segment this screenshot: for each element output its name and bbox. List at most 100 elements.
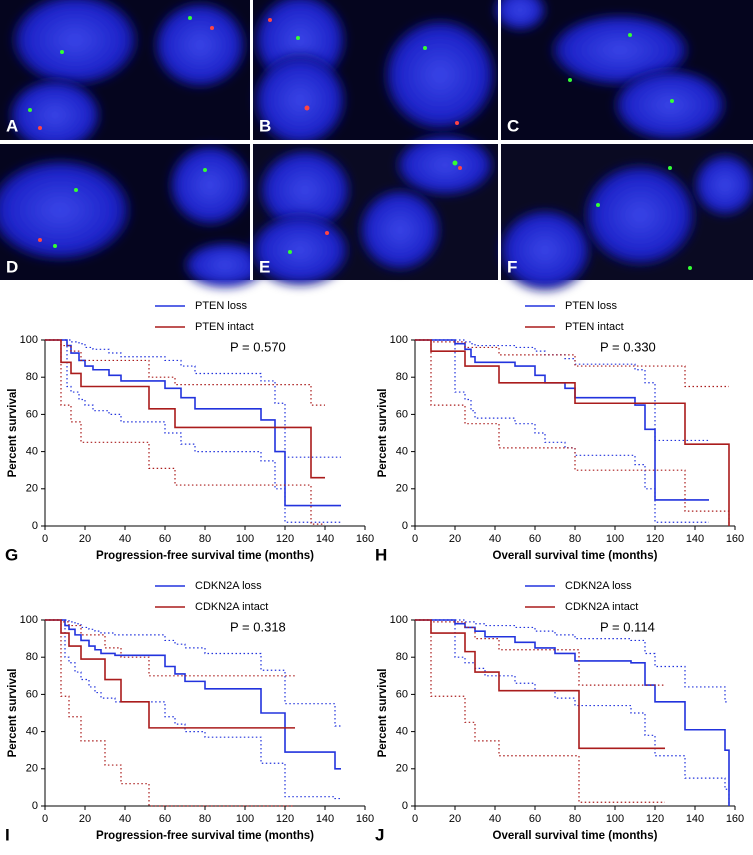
x-tick-label: 60 (159, 533, 171, 545)
y-tick-label: 20 (396, 483, 408, 495)
survival-line (45, 619, 341, 770)
x-tick-label: 100 (236, 813, 254, 825)
y-tick-label: 40 (26, 446, 38, 458)
legend-label: PTEN loss (565, 300, 617, 312)
image-d: D (0, 144, 265, 287)
survival-line (415, 619, 665, 750)
x-tick-label: 160 (356, 813, 374, 825)
x-tick-label: 80 (199, 813, 211, 825)
x-tick-label: 160 (726, 533, 744, 545)
y-tick-label: 100 (390, 614, 408, 626)
y-tick-label: 20 (26, 763, 38, 775)
legend-label: CDKN2A loss (565, 580, 632, 592)
annotation: P = 0.330 (600, 339, 656, 354)
y-axis-label: Percent survival (377, 389, 389, 478)
image-label: D (6, 257, 18, 276)
confidence-band (415, 339, 709, 523)
legend-label: CDKN2A intact (565, 601, 638, 613)
confidence-band (415, 339, 709, 442)
confidence-band (415, 339, 729, 388)
y-tick-label: 0 (32, 520, 38, 532)
y-tick-label: 60 (396, 408, 408, 420)
confidence-band (45, 619, 295, 677)
x-tick-label: 40 (489, 813, 501, 825)
panel-label: H (375, 545, 387, 564)
x-tick-label: 80 (199, 533, 211, 545)
image-f: F (500, 144, 753, 290)
annotation: P = 0.114 (600, 619, 655, 634)
annotation: P = 0.570 (230, 339, 286, 354)
y-axis-label: Percent survival (377, 669, 389, 758)
confidence-band (415, 339, 730, 526)
x-tick-label: 20 (449, 813, 461, 825)
legend-label: PTEN loss (195, 300, 247, 312)
survival-line (415, 339, 730, 526)
x-axis-label: Progression-free survival time (months) (96, 550, 314, 562)
micrographs: A B C D E F (0, 0, 753, 290)
y-tick-label: 0 (402, 800, 408, 812)
image-label: B (259, 116, 271, 135)
y-tick-label: 0 (32, 800, 38, 812)
x-tick-label: 40 (119, 813, 131, 825)
x-tick-label: 160 (356, 533, 374, 545)
y-tick-label: 80 (396, 371, 408, 383)
confidence-band (415, 619, 730, 806)
x-tick-label: 140 (686, 813, 704, 825)
panel-label: J (375, 825, 384, 844)
y-tick-label: 80 (26, 651, 38, 663)
x-tick-label: 40 (119, 533, 131, 545)
y-tick-label: 60 (396, 688, 408, 700)
x-tick-label: 100 (606, 813, 624, 825)
panel-label: G (5, 545, 18, 564)
survival-line (415, 619, 730, 806)
y-tick-label: 60 (26, 688, 38, 700)
image-e: E (252, 135, 498, 285)
x-axis-label: Overall survival time (months) (493, 550, 658, 562)
y-tick-label: 100 (390, 334, 408, 346)
annotation: P = 0.318 (230, 619, 286, 634)
x-tick-label: 140 (686, 533, 704, 545)
x-tick-label: 120 (646, 533, 664, 545)
survival-line (45, 339, 325, 479)
image-label: F (507, 257, 517, 276)
y-tick-label: 60 (26, 408, 38, 420)
x-axis-label: Progression-free survival time (months) (96, 830, 314, 842)
x-tick-label: 140 (316, 813, 334, 825)
x-tick-label: 60 (529, 813, 541, 825)
confidence-band (45, 339, 325, 406)
x-tick-label: 0 (412, 813, 418, 825)
image-label: E (259, 257, 270, 276)
legend-label: PTEN intact (565, 321, 624, 333)
x-tick-label: 0 (412, 533, 418, 545)
y-axis-label: Percent survival (7, 389, 19, 478)
confidence-band (415, 619, 665, 686)
confidence-band (45, 339, 325, 525)
survival-line (415, 339, 709, 501)
x-tick-label: 0 (42, 533, 48, 545)
x-tick-label: 120 (646, 813, 664, 825)
legend-label: CDKN2A intact (195, 601, 268, 613)
x-tick-label: 80 (569, 533, 581, 545)
confidence-band (45, 619, 341, 727)
x-tick-label: 160 (726, 813, 744, 825)
x-tick-label: 120 (276, 813, 294, 825)
x-axis-label: Overall survival time (months) (493, 830, 658, 842)
survival-line (45, 339, 341, 507)
y-tick-label: 80 (396, 651, 408, 663)
image-c: C (495, 0, 753, 140)
panel-label: I (5, 825, 10, 844)
y-tick-label: 40 (396, 726, 408, 738)
legend-label: CDKN2A loss (195, 580, 262, 592)
y-axis-label: Percent survival (7, 669, 19, 758)
x-tick-label: 140 (316, 533, 334, 545)
image-b: B (253, 0, 498, 145)
image-label: C (507, 116, 519, 135)
x-tick-label: 120 (276, 533, 294, 545)
x-tick-label: 20 (79, 813, 91, 825)
y-tick-label: 80 (26, 371, 38, 383)
image-a: A (0, 0, 250, 150)
x-tick-label: 40 (489, 533, 501, 545)
x-tick-label: 60 (529, 533, 541, 545)
x-tick-label: 100 (606, 533, 624, 545)
